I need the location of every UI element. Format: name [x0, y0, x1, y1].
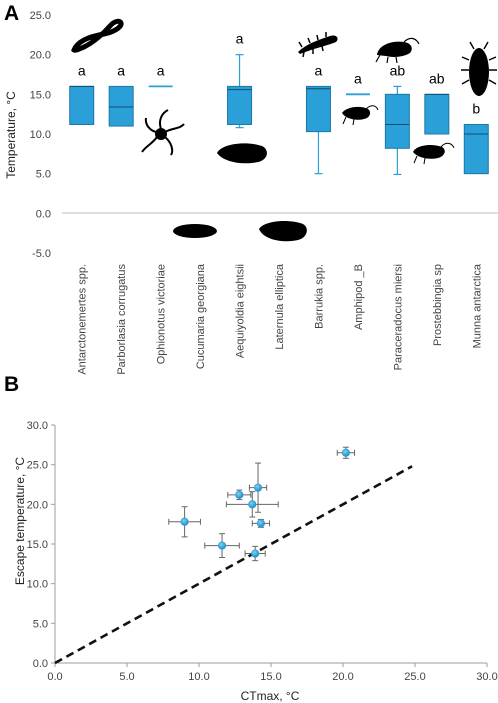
data-point-marker [180, 517, 189, 526]
panel-b-y-ticks: 0.0 5.0 10.0 15.0 20.0 25.0 30.0 [27, 420, 55, 670]
panel-b-x-ticks: 0.0 5.0 10.0 15.0 20.0 25.0 30.0 [47, 663, 498, 683]
y-tick-label: 20.0 [30, 50, 51, 62]
organism-silhouettes [71, 18, 497, 242]
box-body [305, 85, 331, 133]
panel-a-boxes [69, 54, 489, 176]
y-tick-label: 15.0 [27, 539, 48, 551]
amphipod-silhouette-icon [375, 37, 420, 64]
panel-a-y-ticks: 25.0 20.0 15.0 10.0 5.0 0.0 -5.0 [30, 10, 51, 260]
x-tick-label: 10.0 [188, 671, 209, 683]
x-category-label: Laternula elliptica [274, 263, 286, 349]
data-point-6 [204, 533, 240, 558]
y-tick-label: -5.0 [32, 248, 51, 260]
data-point-7 [244, 545, 266, 562]
bivalve-aequiyoldia-silhouette-icon [217, 143, 267, 164]
significance-letter: a [157, 62, 165, 78]
y-tick-label: 10.0 [30, 129, 51, 141]
x-tick-label: 25.0 [404, 671, 425, 683]
y-tick-label: 25.0 [30, 10, 51, 22]
worm-silhouette-icon [71, 18, 124, 53]
y-tick-label: 20.0 [27, 499, 48, 511]
data-point-marker [248, 500, 257, 509]
box-body [108, 85, 134, 127]
x-tick-label: 30.0 [476, 671, 497, 683]
x-category-label: Munna antarctica [471, 263, 483, 348]
isopod-silhouette-icon [461, 41, 497, 96]
polychaete-silhouette-icon [298, 32, 338, 58]
x-category-label: Prostebbingia sp [432, 264, 444, 346]
box-10 [463, 123, 489, 175]
x-category-label: Antarctonemertes spp. [77, 264, 89, 375]
data-point-0 [336, 446, 356, 459]
box-body [69, 85, 95, 125]
box-9 [424, 93, 450, 135]
panel-a-x-labels: Antarctonemertes spp. Parborlasia corruga… [77, 263, 484, 375]
y-tick-label: 30.0 [27, 420, 48, 432]
box-body [463, 123, 489, 175]
y-tick-label: 15.0 [30, 89, 51, 101]
x-tick-label: 0.0 [47, 671, 62, 683]
data-point-marker [217, 541, 227, 550]
box-body [424, 93, 450, 135]
x-category-label: Aequiyoldia eightsii [235, 264, 247, 358]
significance-letter: ab [429, 70, 445, 86]
data-point-4 [251, 518, 271, 528]
box-4 [227, 54, 253, 129]
data-point-marker [251, 549, 260, 558]
panel-b: B Escape temperature, °C CTmax, °C 0.0 5.… [4, 373, 498, 703]
panel-b-reference-line [54, 465, 413, 665]
data-point-marker [256, 519, 266, 528]
x-category-label: Parborlasia corrugatus [116, 264, 128, 375]
amphipod-small-silhouette-icon [342, 105, 379, 126]
box-8 [384, 85, 410, 176]
data-point-marker [341, 448, 350, 457]
data-point-5 [168, 506, 201, 538]
box-1 [108, 85, 134, 127]
significance-letter: b [472, 100, 480, 116]
sea-cucumber-silhouette-icon [173, 224, 217, 238]
significance-letter: a [117, 62, 125, 78]
box-body [227, 85, 253, 125]
data-point-marker [235, 490, 244, 499]
data-point-marker [253, 483, 263, 492]
y-tick-label: 0.0 [33, 658, 48, 670]
brittle-star-silhouette-icon [141, 109, 185, 156]
y-tick-label: 0.0 [36, 208, 51, 220]
box-6 [305, 85, 331, 175]
box-0 [69, 85, 95, 125]
y-tick-label: 5.0 [36, 169, 51, 181]
box-body [384, 93, 410, 149]
x-tick-label: 5.0 [119, 671, 134, 683]
amphipod-prostebbingia-silhouette-icon [413, 142, 455, 165]
bivalve-laternula-silhouette-icon [259, 221, 307, 242]
significance-letter: a [315, 62, 323, 78]
data-point-2 [248, 462, 268, 513]
significance-letter: a [354, 70, 362, 86]
significance-letter: ab [390, 62, 406, 78]
panel-a: A Temperature, °C 25.0 20.0 15.0 10.0 5.0 0.0… [4, 2, 498, 375]
panel-a-significance-letters: a a a a a a ab ab b [78, 31, 481, 117]
data-point-3 [225, 491, 279, 518]
significance-letter: a [236, 31, 244, 47]
x-category-label: Paraceradocus miersi [392, 264, 404, 370]
data-point-1 [227, 489, 252, 501]
y-tick-label: 5.0 [33, 618, 48, 630]
panel-b-y-axis-title: Escape temperature, °C [13, 457, 27, 586]
panel-b-label: B [4, 373, 19, 396]
x-tick-label: 20.0 [332, 671, 353, 683]
y-tick-label: 25.0 [27, 460, 48, 472]
panel-b-points [168, 446, 356, 562]
x-category-label: Ophionotus victoriae [156, 264, 168, 364]
significance-letter: a [78, 62, 86, 78]
y-tick-label: 10.0 [27, 579, 48, 591]
x-tick-label: 15.0 [260, 671, 281, 683]
panel-a-label: A [4, 2, 19, 25]
x-category-label: Amphipod _B [353, 264, 365, 330]
panel-b-x-axis-title: CTmax, °C [241, 689, 300, 703]
panel-a-y-axis-title: Temperature, °C [4, 91, 18, 179]
x-category-label: Cucumaria georgiana [195, 263, 207, 369]
x-category-label: Barrukia spp. [313, 264, 325, 329]
